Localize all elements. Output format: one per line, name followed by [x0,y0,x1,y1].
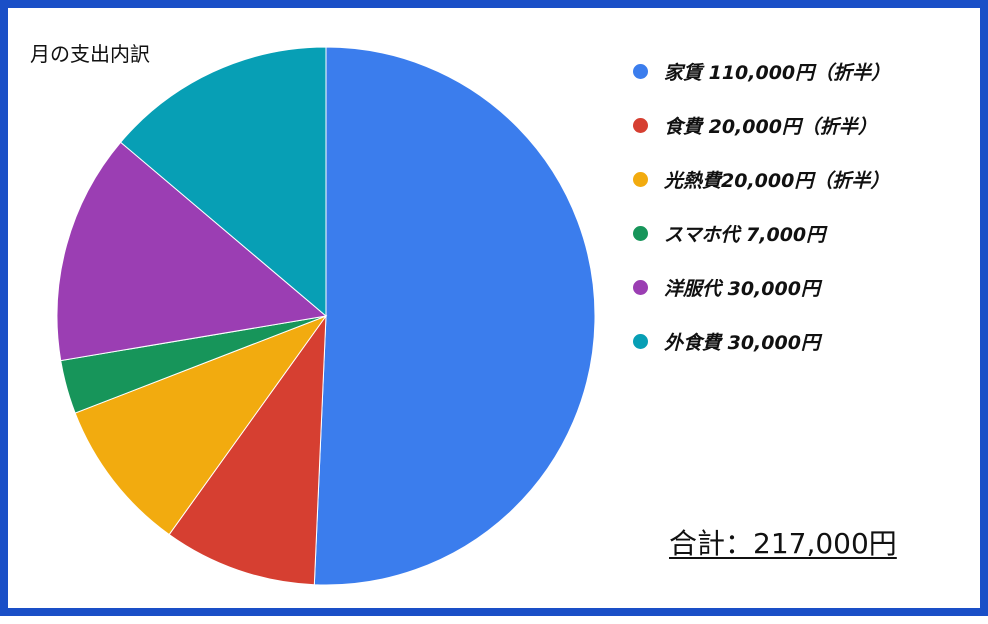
legend-label: 外食費 30,000円 [664,331,820,354]
pie-slice-0 [313,46,596,586]
legend-label: 食費 20,000円（折半） [664,115,877,138]
legend-swatch [633,171,648,187]
legend-swatch [633,63,648,79]
legend-label: 洋服代 30,000円 [664,277,820,300]
legend: 家賃 110,000円（折半） 食費 20,000円（折半） 光熱費20,000円（… [633,44,890,368]
legend-swatch [633,225,648,241]
legend-item-2: 光熱費20,000円（折半） [633,152,890,206]
pie-slice-5 [119,46,327,318]
pie-slice-4 [56,141,328,362]
legend-label: スマホ代 7,000円 [664,223,826,246]
legend-item-3: スマホ代 7,000円 [633,206,890,260]
total-label: 合計：217,000円 [669,527,897,560]
pie-slice-1 [168,314,327,586]
legend-swatch [633,333,648,349]
legend-swatch [633,117,648,133]
pie-slice-2 [74,314,328,536]
legend-item-1: 食費 20,000円（折半） [633,98,890,152]
legend-item-5: 外食費 30,000円 [633,314,890,368]
legend-item-0: 家賃 110,000円（折半） [633,44,890,98]
chart-title: 月の支出内訳 [30,42,150,66]
legend-swatch [633,279,648,295]
legend-label: 光熱費20,000円（折半） [664,169,890,192]
pie-chart [56,46,596,586]
pie-slices [56,46,596,586]
legend-label: 家賃 110,000円（折半） [664,61,891,84]
legend-item-4: 洋服代 30,000円 [633,260,890,314]
